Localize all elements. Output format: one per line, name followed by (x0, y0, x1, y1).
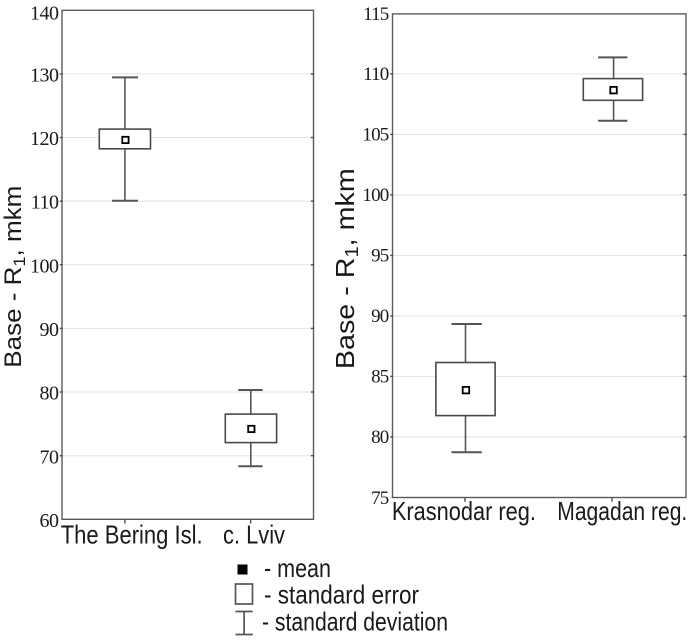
svg-text:- standard deviation: - standard deviation (262, 607, 448, 637)
svg-text:85: 85 (371, 367, 389, 388)
svg-text:110: 110 (363, 64, 389, 85)
svg-text:c. Lviv: c. Lviv (223, 520, 285, 550)
svg-text:80: 80 (40, 383, 60, 405)
svg-text:75: 75 (371, 488, 389, 509)
svg-text:95: 95 (371, 246, 389, 267)
svg-text:100: 100 (362, 185, 388, 206)
svg-text:90: 90 (371, 306, 389, 327)
svg-text:- standard error: - standard error (264, 580, 419, 610)
svg-text:90: 90 (40, 319, 60, 341)
svg-text:105: 105 (362, 125, 388, 146)
svg-text:- mean: - mean (264, 553, 331, 583)
svg-text:Magadan reg.: Magadan reg. (557, 496, 687, 526)
svg-text:100: 100 (30, 255, 59, 277)
svg-text:130: 130 (30, 65, 59, 87)
svg-text:Base - R1, mkm: Base - R1, mkm (0, 186, 29, 368)
svg-text:70: 70 (40, 446, 60, 468)
svg-text:115: 115 (363, 4, 389, 25)
svg-text:120: 120 (30, 128, 59, 150)
svg-text:140: 140 (30, 2, 59, 24)
svg-text:The Bering Isl.: The Bering Isl. (61, 520, 203, 550)
svg-text:110: 110 (31, 192, 59, 214)
svg-text:Krasnodar reg.: Krasnodar reg. (392, 496, 536, 526)
svg-text:60: 60 (40, 510, 60, 532)
svg-text:Base - R1, mkm: Base - R1, mkm (330, 168, 362, 369)
svg-text:80: 80 (371, 427, 389, 448)
